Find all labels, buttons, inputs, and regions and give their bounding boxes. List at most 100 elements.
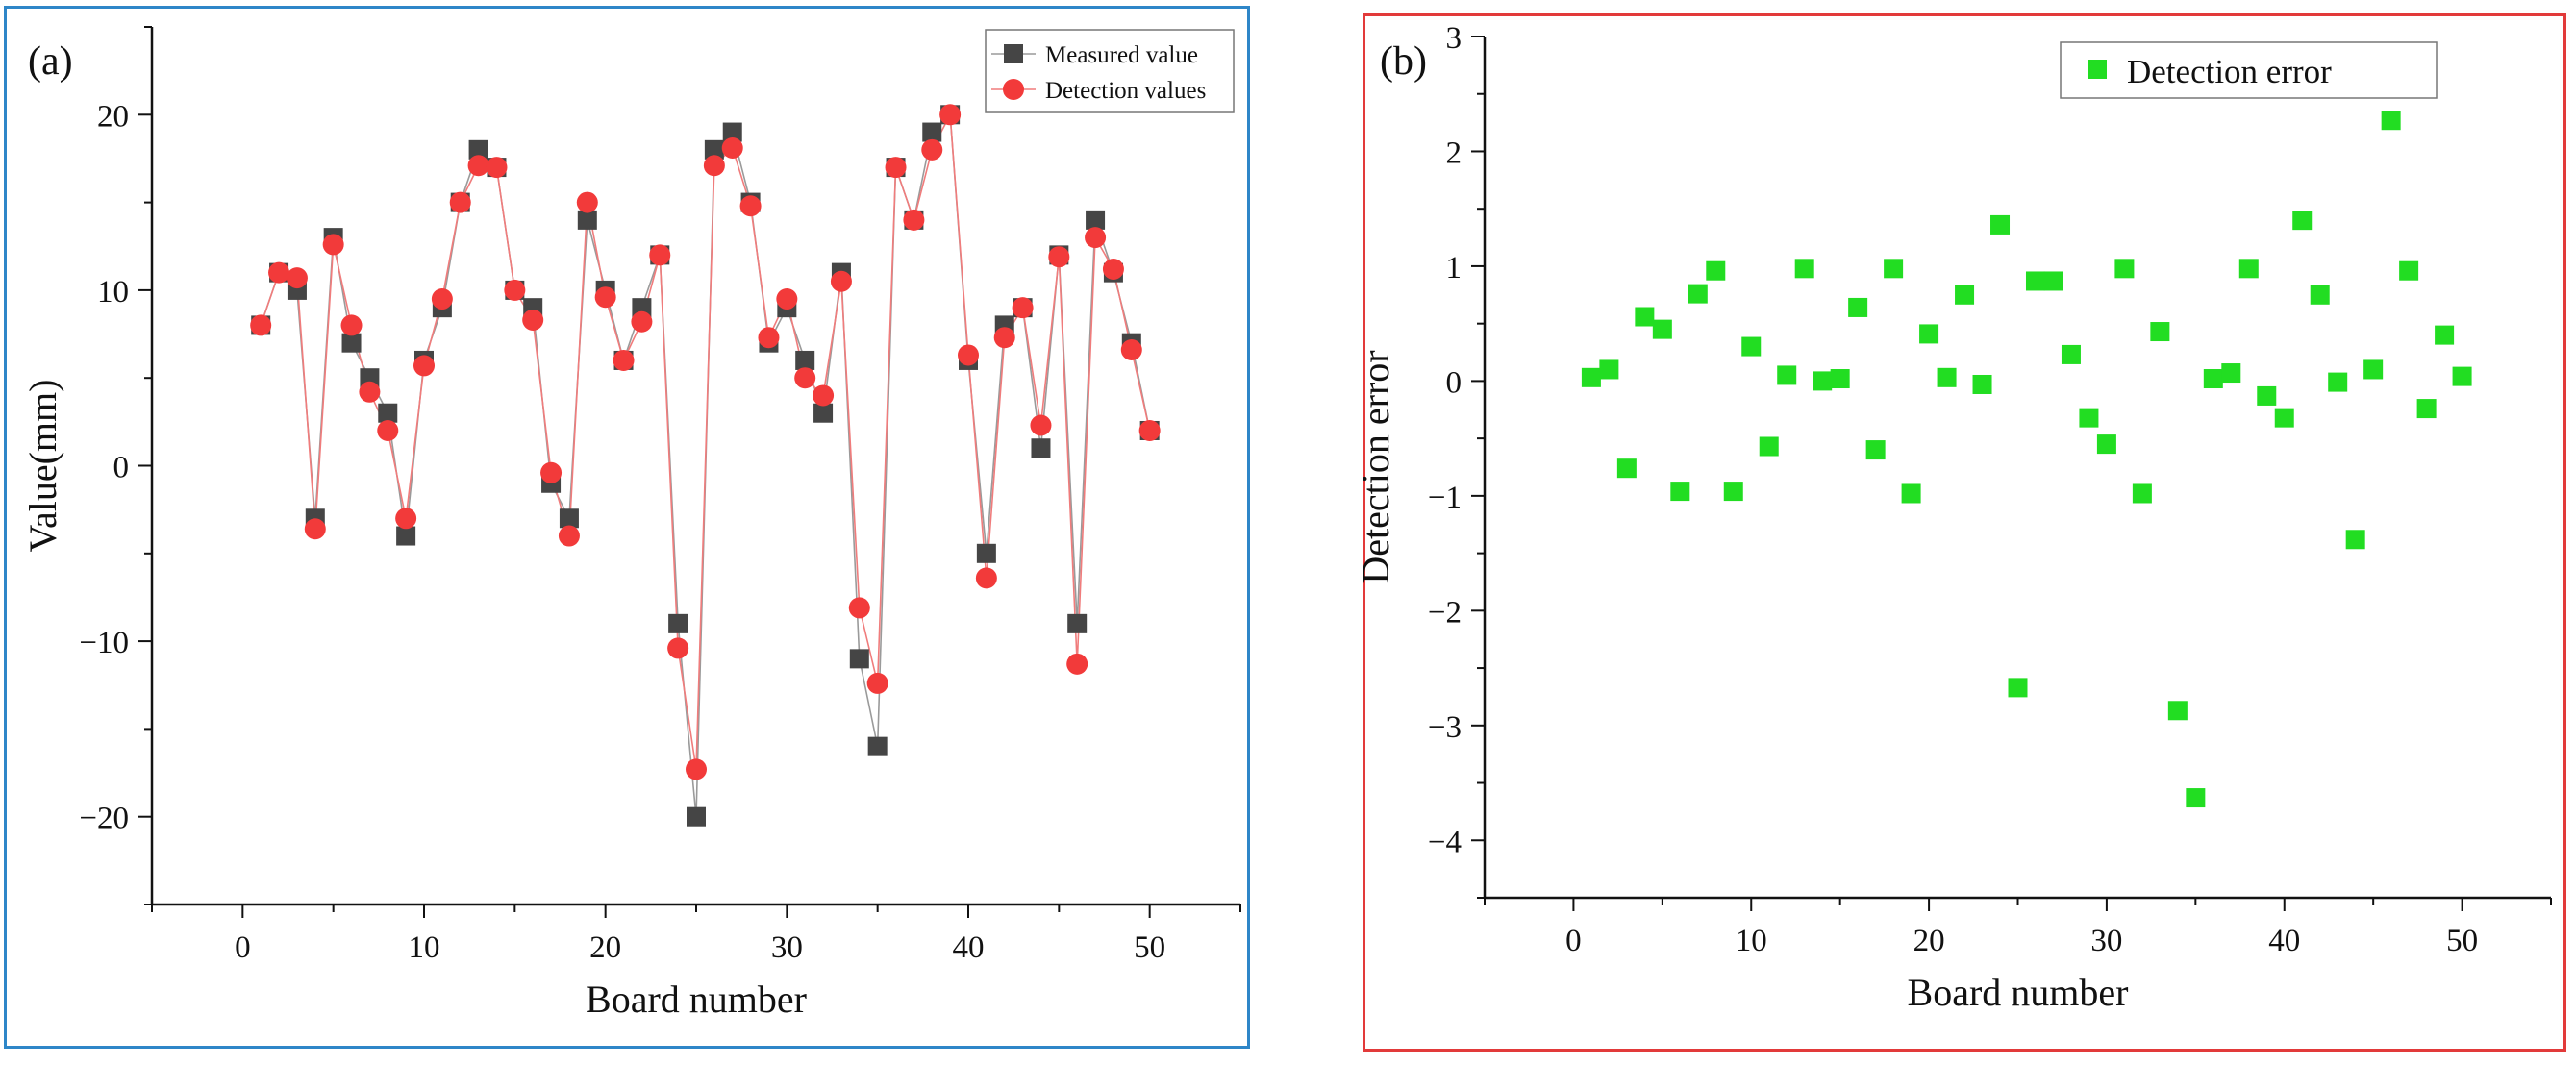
y-tick-label: 0 — [113, 451, 130, 485]
y-tick-label: 10 — [97, 275, 129, 310]
detection-point — [377, 419, 399, 441]
detection-point — [739, 195, 762, 217]
error-point — [2186, 788, 2206, 808]
error-point — [1848, 297, 1868, 317]
measured-point — [1067, 613, 1088, 633]
detection-point — [776, 288, 798, 310]
legend: Detection error — [2060, 41, 2438, 99]
x-tick-label: 30 — [2090, 924, 2122, 958]
error-point — [2274, 408, 2294, 428]
error-point — [1813, 371, 1833, 391]
error-point — [1723, 482, 1743, 502]
measured-point — [396, 526, 416, 546]
measured-point — [687, 806, 706, 827]
error-point — [2221, 363, 2241, 384]
detection-point — [866, 672, 888, 694]
y-tick-label: 1 — [1446, 251, 1463, 285]
error-point — [1635, 307, 1655, 327]
error-point — [1652, 319, 1672, 339]
y-tick-label: 3 — [1446, 21, 1463, 56]
measured-point — [341, 333, 362, 353]
measured-point — [468, 139, 488, 160]
x-axis-label: Board number — [1908, 971, 2129, 1014]
error-point — [2399, 260, 2419, 281]
error-point — [1706, 260, 1726, 281]
x-tick-label: 0 — [235, 930, 251, 965]
detection-point — [848, 597, 870, 619]
measured-point — [849, 649, 869, 669]
detection-point — [286, 267, 308, 289]
detection-point — [250, 314, 272, 336]
measured-point — [795, 350, 815, 370]
x-tick-label: 50 — [2446, 924, 2478, 958]
chart-b: 0 10 20 30 40 50 −4 −3 −2 −1 0 1 2 3 Board number Detec… — [1354, 21, 2552, 1014]
error-point — [2008, 678, 2028, 698]
detection-point — [395, 508, 417, 530]
detection-point — [649, 244, 671, 266]
legend-measured-marker — [1004, 44, 1023, 63]
detection-point — [340, 314, 363, 336]
y-tick-label: 20 — [97, 99, 129, 134]
error-point — [2310, 285, 2330, 305]
detection-point — [758, 327, 780, 349]
error-point — [1919, 324, 1939, 344]
chart-panel-b: 0 10 20 30 40 50 −4 −3 −2 −1 0 1 2 3 Board number Detec… — [1354, 13, 2566, 1052]
x-axis-label: Board number — [586, 978, 807, 1021]
error-point — [2381, 111, 2401, 131]
detection-point — [467, 155, 489, 177]
y-tick-label: −10 — [79, 626, 129, 660]
error-point — [2132, 483, 2152, 504]
panel-label: (b) — [1380, 39, 1427, 84]
measured-point — [668, 613, 688, 633]
detection-point — [576, 191, 598, 213]
x-tick-label: 50 — [1134, 930, 1165, 965]
x-tick-label: 10 — [1736, 924, 1767, 958]
detection-point — [903, 209, 925, 231]
detection-point — [1138, 419, 1161, 441]
detection-point — [504, 279, 526, 301]
error-point — [2096, 434, 2116, 455]
error-point — [2043, 271, 2063, 291]
error-point — [2167, 701, 2188, 721]
error-point — [1972, 374, 1992, 394]
legend: Measured value Detection values — [985, 29, 1235, 113]
detection-point — [813, 384, 835, 407]
detection-point — [431, 288, 453, 310]
detection-point — [413, 355, 435, 377]
detection-point — [268, 261, 290, 284]
x-tick-label: 0 — [1565, 924, 1582, 958]
error-point — [1741, 336, 1762, 357]
detection-point — [1120, 338, 1142, 360]
chart-panel-a: 0 10 20 30 40 50 −20 −10 0 10 20 Board number Value(… — [4, 6, 1250, 1049]
error-point — [1937, 367, 1957, 387]
x-tick-label: 40 — [953, 930, 985, 965]
error-point — [2363, 359, 2384, 380]
error-point — [1884, 259, 1904, 279]
error-point — [2238, 259, 2259, 279]
error-point — [1794, 259, 1814, 279]
error-point — [2257, 385, 2277, 406]
y-axis-label: Value(mm) — [21, 380, 64, 553]
detection-point — [522, 309, 544, 331]
legend-detection-marker — [1003, 79, 1024, 100]
detection-point — [1030, 414, 1052, 436]
y-tick-label: −20 — [79, 802, 129, 836]
measured-point — [704, 139, 724, 160]
y-tick-label: −3 — [1428, 710, 1462, 745]
x-tick-label: 20 — [589, 930, 621, 965]
detection-point — [1012, 297, 1034, 319]
legend-box — [2060, 41, 2438, 99]
error-point — [1777, 365, 1797, 385]
detection-point — [304, 518, 326, 540]
measured-point — [577, 210, 597, 230]
error-point — [1581, 367, 1601, 387]
measured-point — [559, 508, 579, 529]
error-point — [1990, 214, 2011, 235]
detection-point — [1102, 258, 1124, 280]
detection-series-line — [260, 111, 1151, 770]
measured-point — [813, 403, 834, 423]
chart-a: 0 10 20 30 40 50 −20 −10 0 10 20 Board number Value(… — [21, 26, 1241, 1021]
legend-error-marker — [2088, 60, 2107, 79]
error-point — [2114, 259, 2135, 279]
error-point — [2452, 366, 2472, 386]
